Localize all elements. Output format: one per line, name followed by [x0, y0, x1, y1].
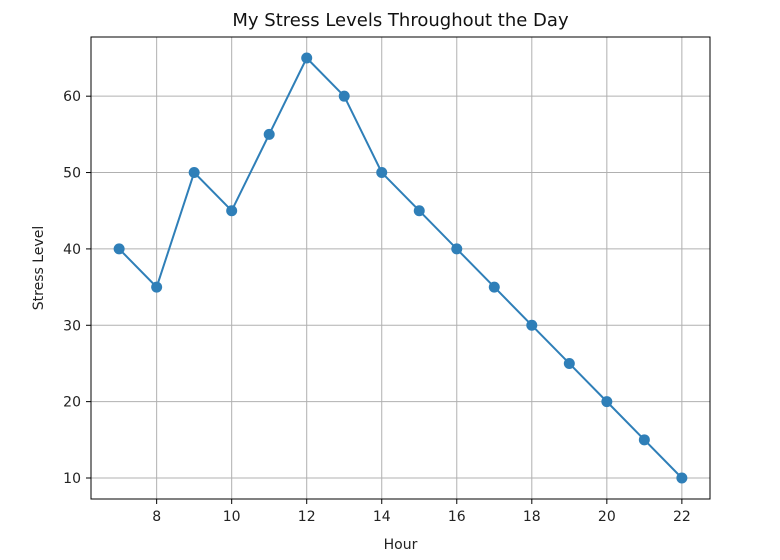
x-tick-label: 22: [673, 509, 691, 525]
data-point: [151, 281, 163, 293]
data-point: [188, 167, 200, 179]
x-tick-label: 8: [152, 509, 161, 525]
x-tick-label: 10: [223, 509, 241, 525]
axis-ticks: 8 10 12 14 16 18 20 22 10 20 30 40 50 60: [63, 89, 691, 525]
x-tick-label: 14: [373, 509, 391, 525]
plot-frame: [90, 36, 711, 500]
data-point: [488, 281, 500, 293]
data-point: [376, 167, 388, 179]
x-axis-label: Hour: [384, 537, 418, 553]
x-tick-label: 16: [448, 509, 466, 525]
data-point: [338, 90, 350, 102]
data-point: [263, 128, 275, 140]
data-point: [676, 472, 688, 484]
data-point: [413, 205, 425, 217]
data-point: [113, 243, 125, 255]
data-point: [601, 396, 613, 408]
series-line: [118, 56, 683, 479]
data-point: [526, 319, 538, 331]
y-tick-label: 10: [63, 471, 81, 487]
y-tick-label: 30: [63, 318, 81, 334]
data-point: [563, 357, 575, 369]
x-tick-label: 12: [298, 509, 316, 525]
y-tick-label: 20: [63, 395, 81, 411]
y-tick-label: 60: [63, 89, 81, 105]
data-point: [638, 434, 650, 446]
data-point: [226, 205, 238, 217]
chart-title: My Stress Levels Throughout the Day: [232, 10, 569, 31]
y-tick-label: 40: [63, 242, 81, 258]
x-tick-label: 18: [523, 509, 541, 525]
grid-lines: [91, 37, 710, 499]
data-point: [451, 243, 463, 255]
y-tick-label: 50: [63, 166, 81, 182]
y-axis-label: Stress Level: [31, 226, 47, 310]
x-tick-label: 20: [598, 509, 616, 525]
data-point: [301, 52, 313, 64]
